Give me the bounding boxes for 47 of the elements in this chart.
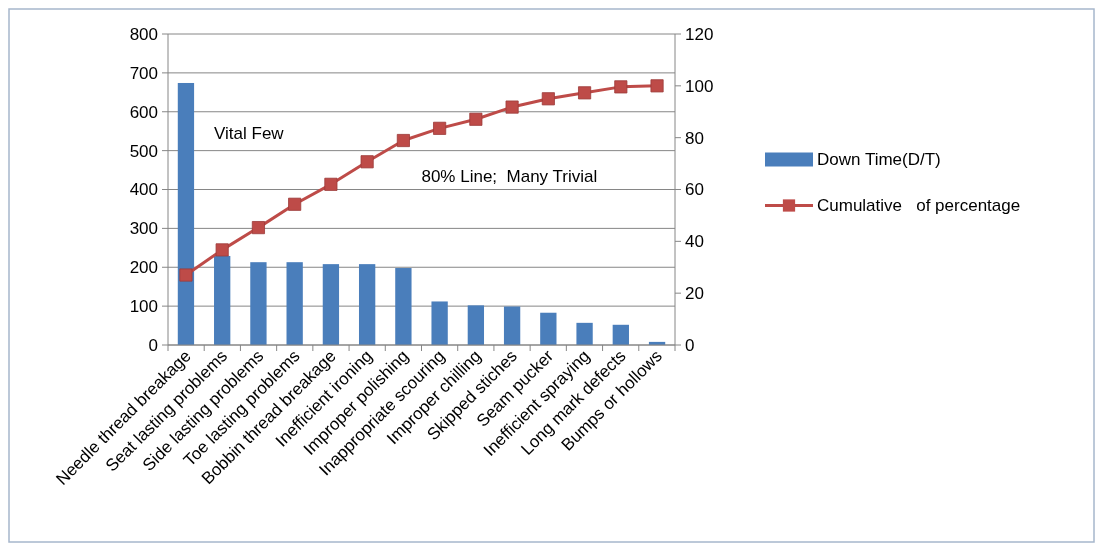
annotation: Vital Few bbox=[214, 123, 285, 143]
y-tick-label: 700 bbox=[129, 63, 158, 83]
bar bbox=[177, 82, 195, 345]
point bbox=[396, 133, 410, 148]
y-tick-label: 100 bbox=[129, 297, 158, 317]
bar bbox=[358, 264, 376, 345]
bar bbox=[322, 264, 340, 345]
point bbox=[578, 86, 592, 100]
point bbox=[433, 121, 447, 135]
point bbox=[614, 80, 628, 94]
bar bbox=[395, 268, 412, 345]
y-tick-label: 300 bbox=[129, 219, 158, 239]
bar bbox=[540, 312, 557, 345]
point bbox=[541, 92, 555, 106]
y2-tick-label: 120 bbox=[685, 24, 714, 44]
point bbox=[288, 197, 302, 211]
y2-tick-label: 60 bbox=[685, 180, 704, 200]
bar bbox=[503, 306, 521, 345]
y-tick-label: 200 bbox=[129, 258, 158, 278]
annotation: 80% Line; Many Trivial bbox=[421, 166, 598, 186]
y-tick-label: 0 bbox=[148, 335, 158, 355]
point bbox=[179, 268, 193, 282]
y-tick-label: 500 bbox=[129, 141, 158, 161]
bar bbox=[431, 301, 448, 345]
bar bbox=[250, 262, 267, 345]
bar bbox=[467, 305, 485, 345]
point bbox=[360, 155, 374, 169]
y-tick-label: 400 bbox=[129, 180, 158, 200]
bar bbox=[612, 324, 629, 345]
y2-tick-label: 0 bbox=[685, 335, 695, 355]
point bbox=[650, 79, 664, 93]
point bbox=[251, 221, 265, 235]
y2-tick-label: 80 bbox=[685, 128, 704, 148]
y2-tick-label: 40 bbox=[685, 232, 704, 252]
y-tick-label: 800 bbox=[129, 24, 158, 44]
point bbox=[505, 100, 519, 114]
point bbox=[324, 177, 338, 191]
point bbox=[215, 243, 229, 257]
y-tick-label: 600 bbox=[129, 102, 158, 122]
legend-label: Cumulative of percentage bbox=[817, 196, 1021, 216]
point bbox=[469, 112, 483, 126]
legend-label: Down Time(D/T) bbox=[817, 150, 941, 170]
bar bbox=[214, 255, 231, 345]
bar bbox=[286, 262, 303, 345]
bar bbox=[576, 322, 593, 345]
y2-tick-label: 20 bbox=[685, 284, 704, 304]
y2-tick-label: 100 bbox=[685, 76, 714, 96]
